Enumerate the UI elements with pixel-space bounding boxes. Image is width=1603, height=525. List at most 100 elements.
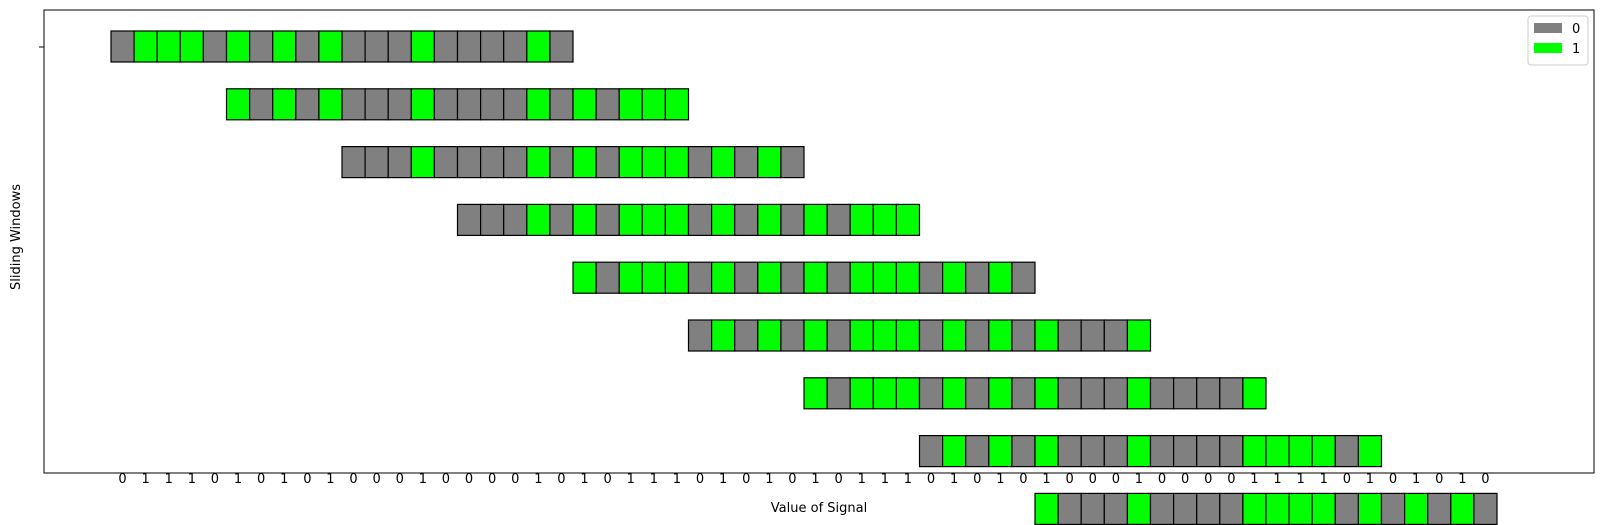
window-cell xyxy=(1034,319,1059,352)
window-cell xyxy=(780,146,805,179)
window-cell xyxy=(318,88,343,121)
window-cell xyxy=(410,30,435,63)
window-cell xyxy=(1265,492,1290,525)
window-cell xyxy=(734,203,759,236)
x-tick-label: 1 xyxy=(234,472,242,487)
window-cell xyxy=(364,88,389,121)
window-cell xyxy=(202,30,228,63)
window-cell xyxy=(988,435,1013,468)
window-cell xyxy=(780,203,805,236)
window-cell xyxy=(433,88,459,121)
x-tick-label: 0 xyxy=(1066,472,1074,487)
x-tick-label: 0 xyxy=(1112,472,1120,487)
window-cell xyxy=(918,435,944,468)
x-tick-label: 0 xyxy=(118,472,126,487)
x-tick-label: 1 xyxy=(1297,472,1305,487)
window-cell xyxy=(1057,435,1082,468)
window-cell xyxy=(664,261,690,294)
x-tick-label: 0 xyxy=(1158,472,1166,487)
window-cell xyxy=(1057,319,1082,352)
window-cell xyxy=(1011,261,1036,294)
window-cell xyxy=(480,88,505,121)
x-tick-label: 1 xyxy=(1458,472,1466,487)
window-cell xyxy=(503,88,528,121)
window-cell xyxy=(572,203,597,236)
window-cell xyxy=(225,88,251,121)
window-cell xyxy=(1242,492,1267,525)
window-cell xyxy=(1057,492,1082,525)
window-cell xyxy=(526,30,551,63)
x-tick-label: 0 xyxy=(604,472,612,487)
window-cell xyxy=(1196,435,1221,468)
window-cell xyxy=(1357,492,1383,525)
window-cell xyxy=(1011,435,1036,468)
window-cell xyxy=(480,146,505,179)
window-cell xyxy=(595,203,620,236)
window-cell xyxy=(456,146,482,179)
window-cell xyxy=(641,146,666,179)
window-cell xyxy=(1103,319,1129,352)
window-cell xyxy=(1196,377,1221,410)
window-cell xyxy=(918,377,944,410)
window-cell xyxy=(849,319,874,352)
window-cell xyxy=(780,319,805,352)
window-cell xyxy=(1080,492,1105,525)
window-cell xyxy=(641,261,666,294)
legend-label-1: 1 xyxy=(1572,42,1580,57)
window-cell xyxy=(641,88,666,121)
window-cell xyxy=(757,319,782,352)
window-cell xyxy=(364,146,389,179)
window-rows xyxy=(110,30,1498,525)
window-cell xyxy=(1219,435,1244,468)
window-cell xyxy=(1288,435,1313,468)
window-cell xyxy=(1219,492,1244,525)
x-tick-label: 1 xyxy=(673,472,681,487)
window-cell xyxy=(687,146,713,179)
x-tick-label: 0 xyxy=(1181,472,1189,487)
x-tick-label: 0 xyxy=(349,472,357,487)
window-cell xyxy=(1380,492,1406,525)
window-row xyxy=(110,30,574,63)
x-tick-label: 1 xyxy=(627,472,635,487)
window-cell xyxy=(249,88,274,121)
window-cell xyxy=(341,88,366,121)
window-cell xyxy=(249,30,274,63)
window-cell xyxy=(295,30,320,63)
x-tick-label: 1 xyxy=(858,472,866,487)
x-tick-label: 0 xyxy=(1481,472,1489,487)
window-row xyxy=(456,203,921,236)
window-row xyxy=(225,88,690,121)
window-cell xyxy=(803,319,828,352)
window-cell xyxy=(965,435,990,468)
x-tick-label: 0 xyxy=(511,472,519,487)
window-cell xyxy=(1172,377,1198,410)
window-cell xyxy=(895,261,921,294)
window-cell xyxy=(1126,377,1152,410)
window-cell xyxy=(687,203,713,236)
window-cell xyxy=(1149,492,1175,525)
window-cell xyxy=(1103,435,1129,468)
window-cell xyxy=(480,30,505,63)
x-tick-label: 1 xyxy=(580,472,588,487)
window-cell xyxy=(757,203,782,236)
window-cell xyxy=(872,261,897,294)
window-cell xyxy=(710,261,736,294)
x-tick-label: 1 xyxy=(1273,472,1281,487)
window-cell xyxy=(826,261,851,294)
window-cell xyxy=(572,88,597,121)
window-cell xyxy=(849,377,874,410)
x-tick-label: 0 xyxy=(927,472,935,487)
window-cell xyxy=(595,261,620,294)
x-tick-label: 1 xyxy=(996,472,1004,487)
x-tick-label: 1 xyxy=(1042,472,1050,487)
x-tick-label: 1 xyxy=(165,472,173,487)
x-tick-label: 0 xyxy=(1089,472,1097,487)
window-cell xyxy=(341,30,366,63)
window-cell xyxy=(941,377,967,410)
window-cell xyxy=(387,146,412,179)
window-cell xyxy=(456,88,482,121)
window-cell xyxy=(941,261,967,294)
window-cell xyxy=(1427,492,1452,525)
window-cell xyxy=(1080,435,1105,468)
